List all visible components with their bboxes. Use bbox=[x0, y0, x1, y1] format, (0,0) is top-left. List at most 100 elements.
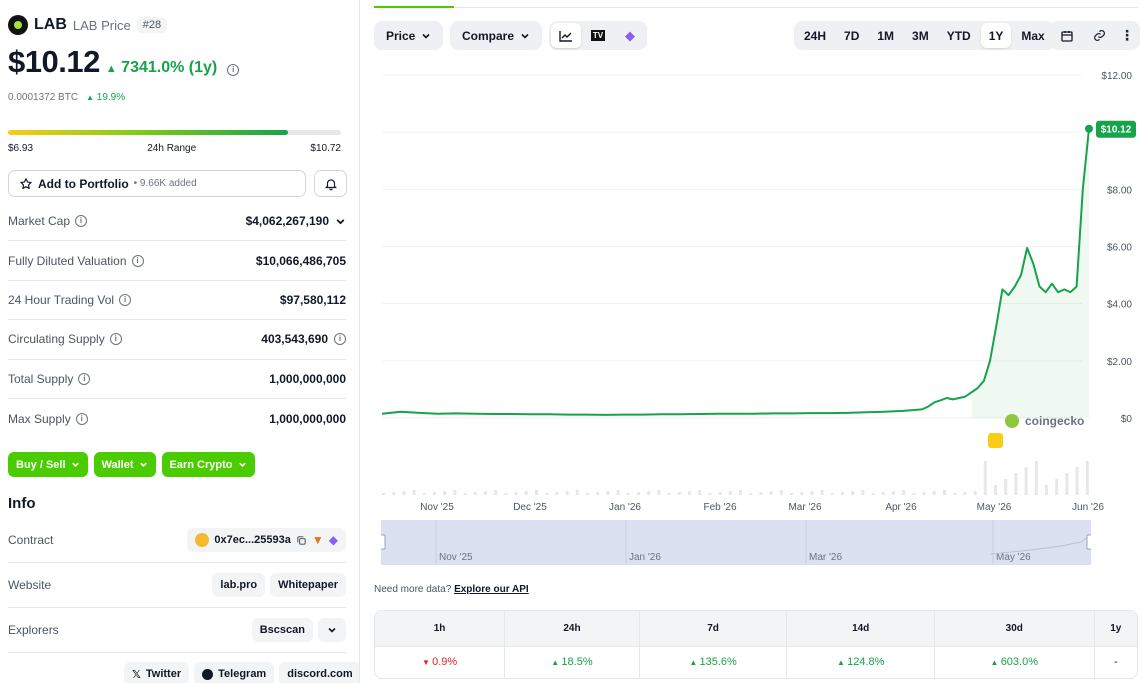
volume-bar bbox=[1045, 485, 1048, 495]
stat-value: $4,062,267,190 bbox=[246, 214, 346, 228]
x-tick-label: Feb '26 bbox=[703, 502, 736, 513]
volume-bar bbox=[983, 461, 987, 495]
action-button[interactable]: Wallet bbox=[93, 452, 156, 477]
volume-bar bbox=[524, 491, 528, 495]
time-range-toolbar: 24H 7D 1M 3M YTD 1Y Max bbox=[794, 21, 1055, 50]
more-options-button[interactable]: ⋮ bbox=[1116, 23, 1138, 48]
range-24h[interactable]: 24H bbox=[804, 28, 827, 43]
link-icon bbox=[1093, 30, 1105, 41]
stat-label: Circulating Supply i bbox=[8, 332, 122, 346]
price-alert-button[interactable] bbox=[314, 170, 347, 197]
chevron-down-icon[interactable] bbox=[335, 216, 346, 227]
range-max[interactable]: Max bbox=[1021, 28, 1045, 43]
discord-link[interactable]: discord.com bbox=[279, 662, 359, 683]
info-icon[interactable]: i bbox=[227, 64, 240, 76]
api-note: Need more data? Explore our API bbox=[374, 584, 529, 595]
twitter-link[interactable]: 𝕏 Twitter bbox=[124, 662, 190, 683]
navigator-window[interactable] bbox=[381, 520, 1091, 565]
volume-bar bbox=[473, 492, 477, 495]
stat-row: Max Supply i 1,000,000,000 bbox=[8, 399, 346, 438]
volume-bar bbox=[912, 493, 916, 495]
info-icon[interactable]: i bbox=[75, 215, 88, 228]
telegram-link[interactable]: Telegram bbox=[194, 662, 275, 683]
add-to-portfolio-button[interactable]: Add to Portfolio • 9.66K added bbox=[8, 170, 306, 197]
navigator-left-handle[interactable] bbox=[381, 534, 386, 550]
stat-value: 1,000,000,000 bbox=[269, 371, 346, 386]
info-icon[interactable]: i bbox=[109, 333, 122, 346]
stat-value: $10,066,486,705 bbox=[255, 253, 346, 268]
price-chart[interactable]: $12.00$10.00$8.00$6.00$4.00$2.00$0$10.12… bbox=[374, 60, 1138, 520]
volume-bar bbox=[953, 493, 957, 495]
info-icon[interactable]: i bbox=[131, 254, 144, 267]
whitepaper-link[interactable]: Whitepaper bbox=[270, 573, 346, 597]
volume-bar bbox=[881, 492, 885, 495]
volume-bar bbox=[1075, 467, 1079, 495]
x-tick-label: Nov '25 bbox=[420, 502, 454, 513]
portfolio-label: Add to Portfolio bbox=[38, 176, 129, 191]
range-3m[interactable]: 3M bbox=[912, 28, 929, 43]
volume-bar bbox=[902, 490, 906, 495]
info-icon[interactable]: i bbox=[119, 293, 132, 306]
caret-up-icon: ▲ bbox=[86, 93, 94, 102]
line-chart-button[interactable] bbox=[551, 23, 581, 48]
volume-bar bbox=[739, 490, 742, 495]
share-link-button[interactable] bbox=[1084, 23, 1114, 48]
bnb-icon bbox=[195, 533, 210, 547]
volume-bar bbox=[922, 492, 926, 495]
volume-bar bbox=[484, 491, 487, 495]
info-icon[interactable]: i bbox=[78, 372, 91, 385]
metamask-icon[interactable]: ▼ bbox=[311, 533, 324, 547]
tradingview-button[interactable]: TV bbox=[583, 23, 613, 48]
volume-bar bbox=[433, 492, 436, 495]
price-dropdown[interactable]: Price bbox=[376, 23, 441, 48]
range-1m[interactable]: 1M bbox=[877, 28, 895, 43]
stat-label: Market Cap i bbox=[8, 214, 88, 228]
action-button[interactable]: Earn Crypto bbox=[161, 452, 255, 477]
volume-bar bbox=[667, 493, 671, 495]
volume-bar bbox=[535, 490, 538, 495]
action-button[interactable]: Buy / Sell bbox=[8, 452, 88, 477]
contract-address: 0x7ec...25593a bbox=[214, 534, 291, 546]
explore-api-link[interactable]: Explore our API bbox=[454, 584, 529, 595]
navigator-tick-label: Jan '26 bbox=[629, 552, 661, 563]
rank-badge: #28 bbox=[136, 17, 168, 33]
chart-navigator[interactable]: Nov '25 Jan '26 Mar '26 May '26 bbox=[381, 520, 1091, 565]
range-ytd[interactable]: YTD bbox=[946, 28, 971, 43]
range-low: $6.93 bbox=[8, 143, 34, 154]
volume-bar bbox=[688, 491, 691, 495]
volume-bar bbox=[718, 492, 722, 495]
x-tick-label: Dec '25 bbox=[513, 502, 547, 513]
info-icon[interactable]: i bbox=[75, 412, 88, 425]
current-price-label: $10.12 bbox=[1101, 125, 1132, 136]
copy-icon[interactable] bbox=[296, 535, 307, 546]
compare-dropdown[interactable]: Compare bbox=[452, 23, 540, 48]
volume-bar bbox=[637, 492, 640, 495]
perf-value: ▲ 135.6% bbox=[639, 645, 788, 678]
website-link[interactable]: lab.pro bbox=[212, 573, 266, 597]
explorer-link[interactable]: Bscscan bbox=[251, 618, 313, 642]
volume-bar bbox=[1055, 479, 1059, 495]
y-tick-label: $2.00 bbox=[1107, 357, 1132, 368]
alt-chart-button[interactable]: ◆ bbox=[615, 23, 645, 48]
info-icon[interactable]: i bbox=[334, 333, 346, 346]
volume-bar bbox=[504, 493, 508, 495]
calendar-button[interactable] bbox=[1052, 23, 1082, 48]
y-tick-label: $0 bbox=[1121, 414, 1133, 425]
volume-bar bbox=[616, 490, 620, 495]
diamond-icon[interactable]: ◆ bbox=[328, 533, 338, 547]
range-1y[interactable]: 1Y bbox=[980, 23, 1012, 48]
stat-row: Fully Diluted Valuation i $10,066,486,705 bbox=[8, 241, 346, 281]
x-tick-label: Jan '26 bbox=[609, 502, 641, 513]
perf-value: ▲ 18.5% bbox=[504, 645, 640, 678]
range-7d[interactable]: 7D bbox=[844, 28, 860, 43]
contract-chip[interactable]: 0x7ec...25593a ▼ ◆ bbox=[187, 528, 346, 552]
volume-bar bbox=[412, 490, 416, 495]
navigator-tick-label: Mar '26 bbox=[809, 552, 842, 563]
y-tick-label: $4.00 bbox=[1107, 300, 1132, 311]
perf-header: 24h bbox=[504, 611, 640, 646]
explorer-dropdown[interactable] bbox=[318, 618, 346, 642]
volume-bar bbox=[769, 491, 773, 495]
volume-bar bbox=[861, 490, 865, 495]
volume-bar bbox=[698, 490, 702, 495]
navigator-right-handle[interactable] bbox=[1086, 534, 1091, 550]
